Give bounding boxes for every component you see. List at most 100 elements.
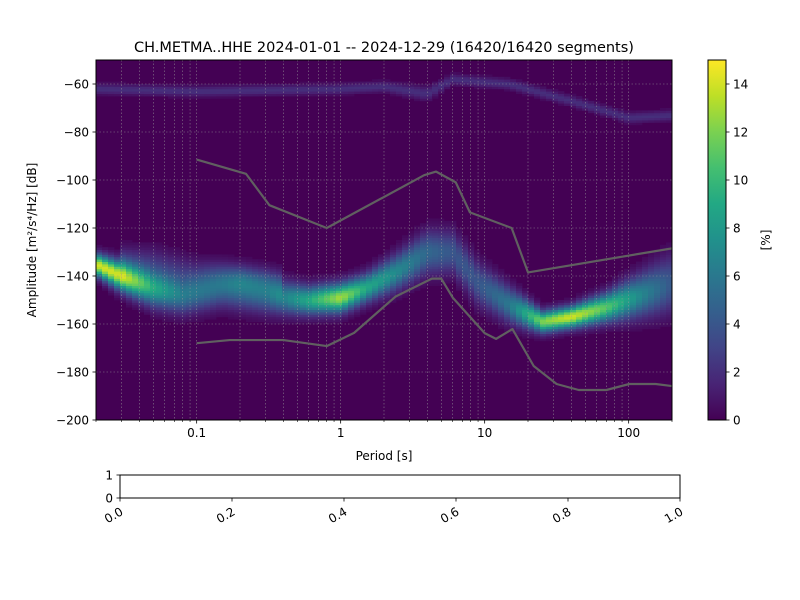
density-cell <box>354 268 361 272</box>
density-cell <box>456 259 463 262</box>
density-cell <box>192 280 199 284</box>
density-cell <box>318 309 325 313</box>
density-cell <box>246 259 253 262</box>
density-cell <box>348 276 355 279</box>
x-tick-label: 0.1 <box>187 426 206 440</box>
density-cell <box>666 283 672 286</box>
density-cell <box>198 88 205 92</box>
density-cell <box>480 261 487 265</box>
density-cell <box>642 312 649 315</box>
density-cell <box>384 300 391 303</box>
density-cell <box>624 312 631 315</box>
density-cell <box>306 290 313 294</box>
density-cell <box>372 307 379 310</box>
density-cell <box>240 300 247 303</box>
density-cell <box>402 288 409 291</box>
density-cell <box>606 115 613 118</box>
density-cell <box>288 295 295 298</box>
density-cell <box>336 307 343 310</box>
density-cell <box>204 312 211 315</box>
density-cell <box>552 307 559 310</box>
density-cell <box>444 264 451 267</box>
density-cell <box>366 88 373 92</box>
density-cell <box>258 93 265 97</box>
density-cell <box>276 283 283 286</box>
density-cell <box>120 252 127 255</box>
density-cell <box>624 110 631 114</box>
density-cell <box>180 91 187 94</box>
density-cell <box>126 247 133 250</box>
density-cell <box>396 88 403 92</box>
density-cell <box>666 278 672 282</box>
density-cell <box>282 276 289 279</box>
density-cell <box>252 302 259 306</box>
density-cell <box>552 302 559 306</box>
density-cell <box>534 88 541 92</box>
density-cell <box>444 86 451 90</box>
density-cell <box>312 316 319 320</box>
density-cell <box>288 278 295 282</box>
density-cell <box>624 321 631 325</box>
density-cell <box>486 81 493 85</box>
density-cell <box>594 110 601 114</box>
density-cell <box>600 302 607 306</box>
colorbar-tick-label: 2 <box>733 366 741 380</box>
density-cell <box>396 242 403 246</box>
density-cell <box>540 328 547 332</box>
density-cell <box>228 93 235 97</box>
density-cell <box>228 285 235 289</box>
density-cell <box>192 271 199 274</box>
density-cell <box>126 273 133 277</box>
density-cell <box>120 261 127 265</box>
density-cell <box>270 273 277 277</box>
density-cell <box>156 91 163 94</box>
density-cell <box>624 300 631 303</box>
density-cell <box>636 120 643 123</box>
density-cell <box>330 297 337 301</box>
density-cell <box>402 91 409 94</box>
density-cell <box>408 84 415 87</box>
density-cell <box>252 91 259 94</box>
density-cell <box>630 324 637 327</box>
density-cell <box>138 88 145 92</box>
density-cell <box>624 276 631 279</box>
density-cell <box>528 316 535 320</box>
density-cell <box>438 242 445 246</box>
density-cell <box>120 91 127 94</box>
density-cell <box>240 316 247 320</box>
density-cell <box>306 288 313 291</box>
density-cell <box>138 273 145 277</box>
density-cell <box>318 86 325 90</box>
density-cell <box>216 256 223 260</box>
density-cell <box>444 81 451 85</box>
density-cell <box>246 84 253 87</box>
density-cell <box>444 249 451 253</box>
density-cell <box>186 268 193 272</box>
density-cell <box>336 285 343 289</box>
density-cell <box>144 288 151 291</box>
density-cell <box>408 86 415 90</box>
density-cell <box>522 292 529 296</box>
density-cell <box>258 91 265 94</box>
density-cell <box>462 288 469 291</box>
density-cell <box>444 74 451 78</box>
density-cell <box>222 96 229 99</box>
density-cell <box>648 283 655 286</box>
density-cell <box>330 319 337 322</box>
density-cell <box>144 247 151 250</box>
density-cell <box>372 278 379 282</box>
density-cell <box>630 300 637 303</box>
density-cell <box>528 304 535 308</box>
density-cell <box>228 307 235 310</box>
density-cell <box>612 312 619 315</box>
density-cell <box>522 316 529 320</box>
density-cell <box>300 283 307 286</box>
density-cell <box>462 273 469 277</box>
density-cell <box>186 285 193 289</box>
density-cell <box>594 309 601 313</box>
density-cell <box>528 307 535 310</box>
density-cell <box>336 297 343 301</box>
density-cell <box>594 302 601 306</box>
density-cell <box>642 316 649 320</box>
density-cell <box>432 235 439 238</box>
